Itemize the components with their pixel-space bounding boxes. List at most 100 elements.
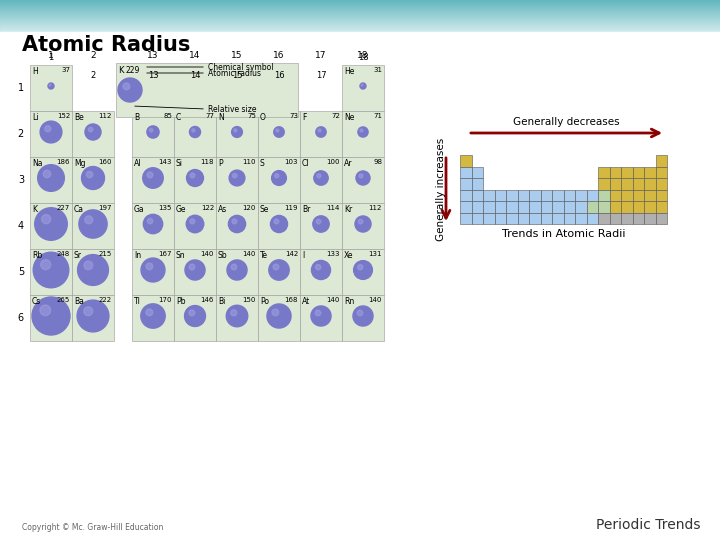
Text: 100: 100 — [326, 159, 340, 165]
Circle shape — [43, 170, 50, 178]
Bar — [472, 213, 483, 224]
Text: 13: 13 — [148, 71, 158, 79]
Circle shape — [232, 126, 243, 137]
Text: 197: 197 — [99, 205, 112, 211]
Bar — [174, 249, 216, 295]
Text: F: F — [302, 113, 307, 122]
Text: 122: 122 — [201, 205, 214, 211]
Text: As: As — [218, 205, 228, 214]
Text: 168: 168 — [284, 297, 298, 303]
Text: 112: 112 — [99, 113, 112, 119]
Circle shape — [141, 258, 165, 282]
Circle shape — [231, 264, 237, 270]
Bar — [610, 190, 621, 201]
Bar — [30, 249, 72, 295]
Bar — [632, 190, 644, 201]
Bar — [495, 201, 506, 213]
Circle shape — [77, 300, 109, 332]
Text: 215: 215 — [99, 251, 112, 257]
Bar — [460, 190, 472, 201]
Circle shape — [357, 310, 363, 316]
Bar — [506, 201, 518, 213]
Bar — [0, 5, 720, 6]
Bar — [644, 178, 655, 190]
Text: 160: 160 — [99, 159, 112, 165]
Bar — [655, 166, 667, 178]
Text: 14: 14 — [190, 71, 200, 79]
Text: At: At — [302, 297, 310, 306]
Bar — [552, 190, 564, 201]
Circle shape — [186, 215, 204, 233]
Bar — [644, 213, 655, 224]
Circle shape — [40, 305, 50, 315]
Circle shape — [45, 126, 51, 132]
Bar — [258, 157, 300, 203]
Text: Br: Br — [302, 205, 310, 214]
Circle shape — [231, 310, 237, 316]
Bar — [610, 178, 621, 190]
Bar — [216, 157, 258, 203]
Bar — [342, 203, 384, 249]
Bar — [506, 213, 518, 224]
Text: 31: 31 — [373, 67, 382, 73]
Circle shape — [48, 83, 54, 89]
Circle shape — [356, 171, 370, 185]
Circle shape — [146, 309, 153, 316]
Text: Relative size: Relative size — [208, 105, 256, 113]
Text: 186: 186 — [56, 159, 70, 165]
Bar — [0, 20, 720, 21]
Bar — [632, 166, 644, 178]
Circle shape — [123, 83, 130, 90]
Text: 103: 103 — [284, 159, 298, 165]
Bar — [518, 201, 529, 213]
Text: 118: 118 — [200, 159, 214, 165]
Bar — [598, 201, 610, 213]
Bar — [0, 28, 720, 29]
Text: Sn: Sn — [176, 251, 186, 260]
Circle shape — [85, 216, 93, 224]
Bar — [529, 201, 541, 213]
Circle shape — [273, 264, 279, 270]
Bar — [564, 201, 575, 213]
Text: S: S — [260, 159, 265, 168]
Text: 18: 18 — [358, 53, 369, 63]
Circle shape — [37, 165, 64, 191]
Bar — [655, 178, 667, 190]
Text: 3: 3 — [18, 175, 24, 185]
Bar — [541, 190, 552, 201]
Bar — [0, 4, 720, 5]
Circle shape — [271, 171, 287, 185]
Bar — [300, 249, 342, 295]
Text: 18: 18 — [357, 51, 369, 60]
Text: Sr: Sr — [74, 251, 82, 260]
Bar — [655, 201, 667, 213]
Bar — [575, 190, 587, 201]
Text: H: H — [32, 67, 37, 76]
Bar — [0, 2, 720, 3]
Bar — [258, 295, 300, 341]
Bar — [30, 157, 72, 203]
Text: 14: 14 — [189, 51, 201, 60]
Bar — [132, 295, 174, 341]
Text: Ge: Ge — [176, 205, 186, 214]
Circle shape — [147, 172, 153, 178]
Circle shape — [274, 127, 284, 137]
Circle shape — [81, 166, 104, 190]
Circle shape — [311, 306, 331, 326]
Text: 98: 98 — [373, 159, 382, 165]
Bar — [174, 295, 216, 341]
Bar — [610, 213, 621, 224]
Circle shape — [78, 254, 109, 286]
Bar — [0, 3, 720, 4]
Circle shape — [316, 219, 321, 224]
Bar — [0, 26, 720, 27]
Text: Sb: Sb — [218, 251, 228, 260]
Bar — [621, 213, 632, 224]
Text: 17: 17 — [315, 51, 327, 60]
Bar — [460, 201, 472, 213]
Bar — [655, 190, 667, 201]
Text: Generally decreases: Generally decreases — [513, 117, 620, 127]
Bar — [587, 213, 598, 224]
Text: 142: 142 — [284, 251, 298, 257]
Circle shape — [189, 310, 195, 316]
